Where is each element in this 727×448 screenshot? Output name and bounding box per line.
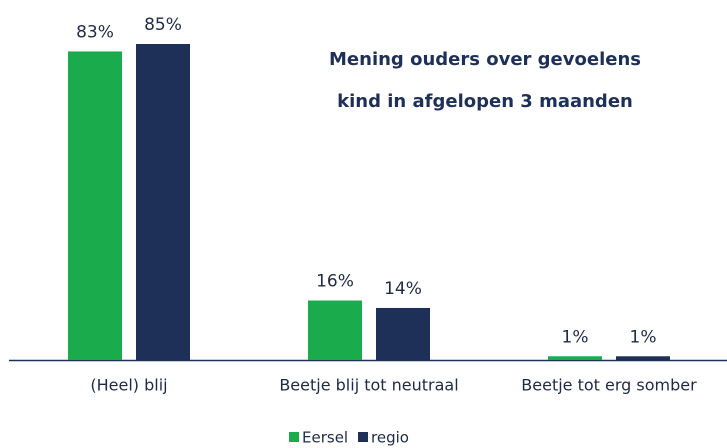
data-label: 83% bbox=[76, 22, 114, 42]
x-tick-label: (Heel) blij bbox=[90, 376, 167, 395]
bar bbox=[616, 356, 670, 360]
x-tick-label: Beetje tot erg somber bbox=[521, 376, 697, 395]
legend-swatch bbox=[289, 432, 299, 442]
legend-label: Eersel bbox=[302, 429, 348, 447]
x-tick-label: Beetje blij tot neutraal bbox=[279, 376, 458, 395]
chart-title: Mening ouders over gevoelens bbox=[329, 49, 641, 70]
data-label: 85% bbox=[144, 15, 182, 35]
bar bbox=[548, 356, 602, 360]
bar bbox=[308, 300, 362, 360]
chart-title: kind in afgelopen 3 maanden bbox=[337, 91, 633, 112]
legend-swatch bbox=[358, 432, 368, 442]
data-label: 16% bbox=[316, 272, 354, 292]
bar bbox=[136, 44, 190, 360]
data-label: 1% bbox=[630, 327, 657, 347]
bar bbox=[376, 307, 430, 360]
bar bbox=[68, 51, 122, 360]
data-label: 1% bbox=[562, 327, 589, 347]
data-label: 14% bbox=[384, 279, 422, 299]
legend-label: regio bbox=[371, 429, 409, 447]
